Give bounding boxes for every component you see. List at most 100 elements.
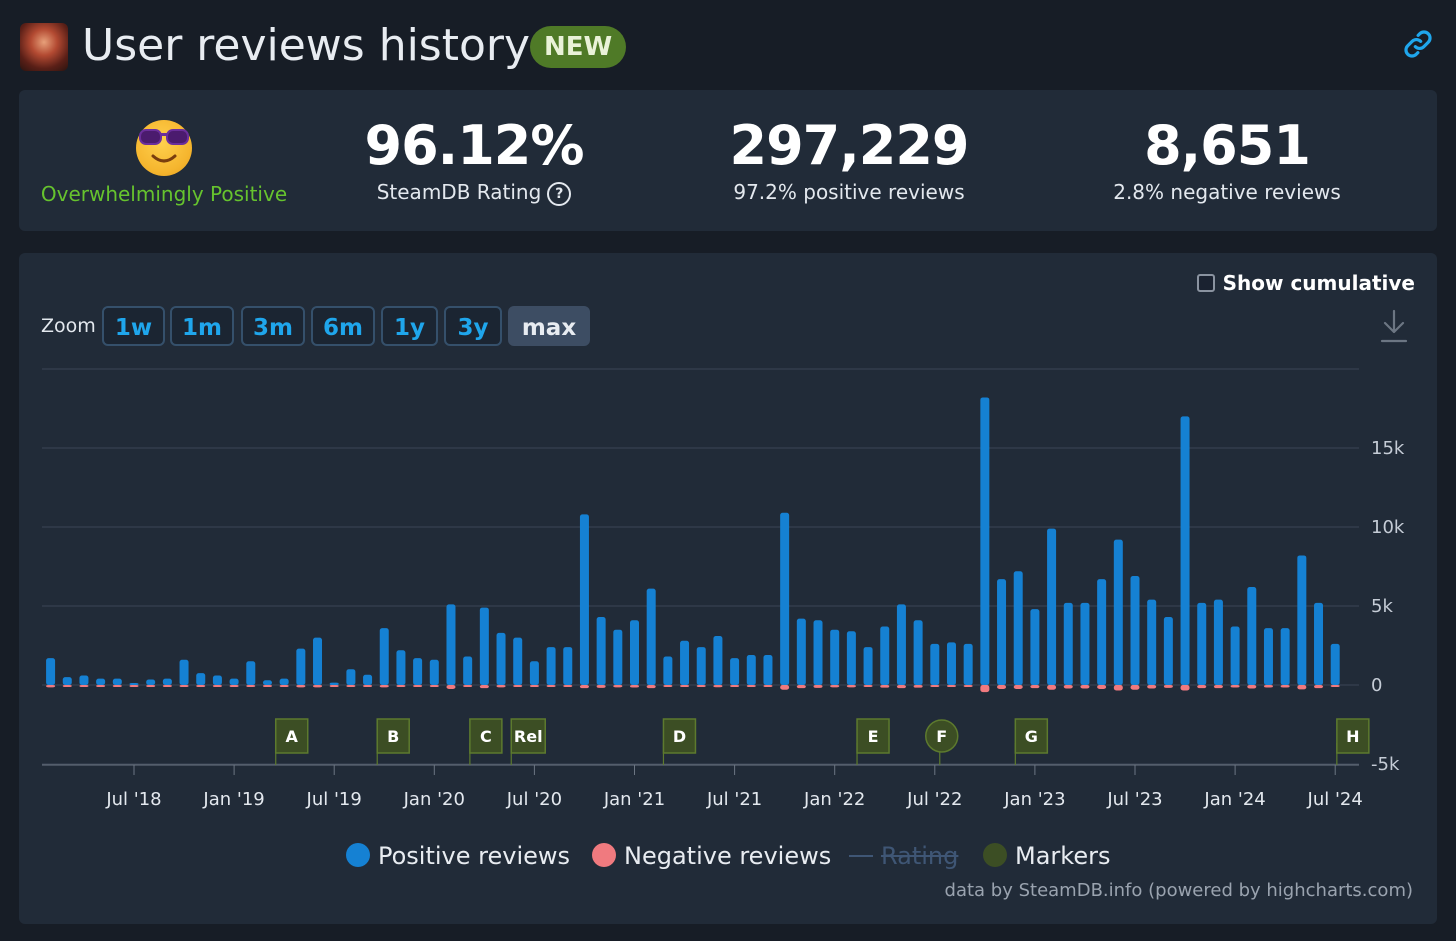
legend-negative[interactable]: Negative reviews [592,836,831,876]
negative-bar [363,685,373,687]
negative-bar [212,685,222,687]
positive-bar [1263,628,1273,685]
negative-bar [546,685,556,687]
legend-positive[interactable]: Positive reviews [346,836,570,876]
download-icon[interactable] [1379,308,1409,344]
negative-bar [1263,685,1273,688]
negative-bar [1130,685,1140,690]
rating-label: Overwhelmingly Positive [40,182,288,206]
marker-flag [376,718,410,754]
positive-bar [262,680,272,685]
negative-count: 8,651 [1144,114,1311,177]
positive-bar [313,637,323,685]
zoom-1w-button[interactable]: 1w [102,306,165,346]
legend-positive-label: Positive reviews [378,842,571,870]
negative-bar [963,685,973,688]
negative-bar [630,685,639,688]
negative-bar [713,685,723,688]
marker-flag [510,718,546,754]
cumulative-checkbox[interactable] [1196,274,1215,292]
negative-bar [813,685,823,688]
positive-bar [663,656,673,685]
negative-bar [896,685,906,689]
negative-bar [780,685,790,690]
zoom-1y-button[interactable]: 1y [381,306,438,346]
link-icon[interactable] [1402,28,1434,60]
negative-bar [680,685,690,688]
game-avatar [20,23,68,71]
negative-bar [913,685,923,688]
x-tick-label: Jan '24 [1203,789,1265,810]
negative-bar [880,685,890,688]
negative-bar [1047,685,1057,690]
marker-label: E [868,727,879,746]
positive-bar [513,637,523,685]
reviews-chart-card: Show cumulative Zoom 1w 1m 3m 6m 1y 3y m… [19,253,1437,924]
negative-bar [1063,685,1073,689]
zoom-max-button[interactable]: max [508,306,590,346]
marker-flag [925,719,959,753]
negative-bar [946,685,956,688]
negative-bar [129,685,139,687]
chart-legend: Positive reviews Negative reviews Rating… [19,836,1437,876]
zoom-6m-button[interactable]: 6m [311,306,375,346]
positive-bar [46,658,56,685]
negative-bar [246,685,256,687]
negative-bar [1280,685,1290,688]
legend-rating[interactable]: Rating [849,836,958,876]
show-cumulative-toggle[interactable]: Show cumulative [1196,271,1415,295]
negative-bar [830,685,840,688]
negative-bar [1030,685,1040,689]
positive-bar [713,636,723,685]
x-tick-label: Jul '21 [706,789,762,810]
positive-bar [413,658,423,685]
marker-label: B [387,727,399,746]
positive-bar [463,656,473,685]
negative-bar [663,685,673,687]
negative-bar [313,685,323,688]
steamdb-rating: 96.12% SteamDB Rating? [329,90,619,231]
positive-bar [913,620,923,685]
negative-bar [196,685,206,687]
page-header: User reviews history NEW [18,20,1438,76]
zoom-1m-button[interactable]: 1m [170,306,234,346]
legend-markers[interactable]: Markers [983,836,1110,876]
positive-bar [146,679,156,685]
negative-bar [162,685,172,687]
zoom-3y-button[interactable]: 3y [444,306,502,346]
positive-bar [1047,528,1057,685]
positive-bar [129,683,139,685]
positive-bar [813,620,823,685]
negative-bar [329,685,339,687]
legend-rating-label: Rating [881,842,959,870]
negative-label: 2.8% negative reviews [1113,180,1341,204]
positive-bar [1030,609,1040,685]
chart-credit[interactable]: data by SteamDB.info (powered by highcha… [944,880,1413,901]
positive-bar [763,654,773,685]
negative-bar [1113,685,1123,691]
positive-bar [429,659,439,685]
positive-bar [1097,579,1107,685]
positive-bar [1247,587,1257,685]
positive-bar [496,632,506,685]
positive-bar [246,661,256,685]
negative-bar [112,685,122,687]
positive-bar [363,674,373,685]
positive-bar [896,604,906,685]
negative-bar [429,685,439,687]
positive-bar [112,678,122,685]
marker-flag [662,718,697,754]
legend-negative-dot-icon [592,843,616,867]
x-tick-label: Jan '23 [1003,789,1065,810]
zoom-3m-button[interactable]: 3m [241,306,305,346]
help-icon[interactable]: ? [547,182,572,206]
negative-bar [396,685,406,687]
marker-label: Rel [514,727,543,746]
negative-bar [296,685,306,688]
negative-bar [1247,685,1257,689]
positive-bar [446,604,456,685]
negative-bar [579,685,589,689]
positive-bar [1147,599,1157,685]
positive-bar [930,643,940,685]
y-tick-label: 5k [1371,596,1393,617]
